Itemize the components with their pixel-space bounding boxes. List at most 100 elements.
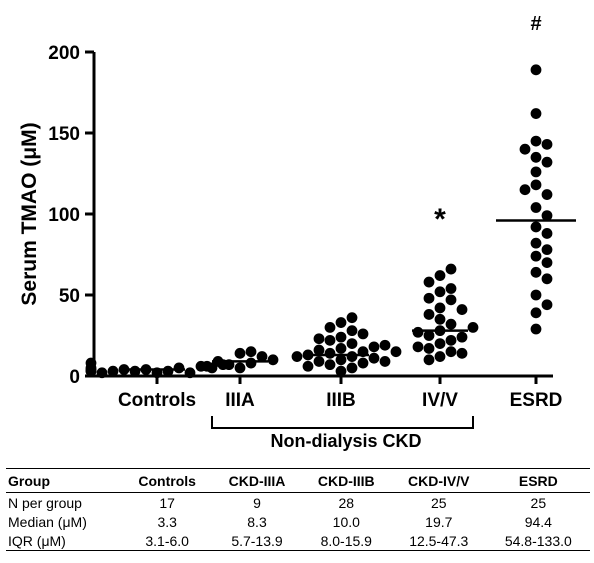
table-cell: 10.0	[332, 513, 360, 530]
data-point	[541, 257, 553, 268]
data-point	[357, 328, 369, 340]
data-point	[324, 334, 336, 346]
data-point	[335, 365, 347, 377]
data-point	[118, 364, 130, 375]
y-ticks: 0 50 100 150 200	[48, 43, 94, 388]
data-point	[519, 184, 531, 196]
data-point	[530, 64, 542, 76]
data-point	[467, 322, 479, 333]
data-point	[335, 331, 347, 343]
bracket-line	[211, 416, 474, 429]
data-point	[234, 347, 246, 359]
data-point	[313, 344, 325, 356]
data-point	[541, 273, 553, 285]
data-point	[245, 357, 257, 369]
x-category-label: IV/V	[422, 390, 458, 411]
data-point	[423, 343, 435, 354]
y-tick-label: 100	[48, 205, 80, 226]
data-point	[335, 343, 347, 354]
data-point	[445, 294, 457, 306]
data-point	[173, 362, 185, 374]
data-point	[346, 338, 358, 349]
table-cell: 94.4	[524, 513, 552, 530]
data-point	[530, 289, 542, 301]
data-point	[519, 143, 531, 155]
tmao-dot-plot: 0 50 100 150 200 Serum TMAO (μM) Controls III…	[18, 13, 576, 451]
data-point	[530, 166, 542, 178]
data-point	[412, 341, 424, 353]
significance-mark: *	[434, 203, 446, 236]
data-point	[530, 179, 542, 191]
data-point	[445, 263, 457, 275]
data-point	[313, 333, 325, 345]
table-cell: 25	[430, 494, 447, 511]
table-cell: 19.7	[425, 513, 453, 530]
data-point	[456, 304, 468, 315]
data-point	[324, 359, 336, 371]
y-tick-label: 0	[69, 367, 80, 388]
table-cell: 54.8-133.0	[486, 531, 590, 551]
data-point	[324, 322, 336, 333]
table-cell: 8.3	[247, 513, 267, 530]
significance-marks: *#	[434, 13, 541, 236]
data-point	[541, 138, 553, 150]
data-point	[324, 347, 336, 359]
data-point	[434, 302, 446, 314]
data-point	[530, 323, 542, 335]
data-point	[346, 362, 358, 374]
data-point	[129, 365, 141, 377]
data-point	[434, 313, 446, 325]
data-point	[267, 354, 279, 366]
table-cell: 17	[159, 494, 175, 511]
table-row: IQR (μM) 3.1-6.0 5.7-13.9 8.0-15.9 12.5-…	[6, 531, 590, 551]
data-point	[346, 351, 358, 362]
data-point	[423, 330, 435, 341]
table-cell: 3.3	[157, 513, 177, 530]
data-point	[530, 151, 542, 163]
data-point	[368, 352, 380, 364]
data-point	[445, 334, 457, 346]
table-header-row: Group Controls CKD-IIIA CKD-IIIB CKD-IV/…	[6, 468, 590, 493]
table-header-cell: CKD-IIIB	[301, 468, 391, 493]
data-point	[445, 283, 457, 294]
table-cell: Median (μM)	[8, 513, 87, 530]
x-category-label: Controls	[118, 390, 196, 411]
data-point	[423, 276, 435, 288]
data-point	[256, 351, 268, 362]
table-cell: 28	[338, 494, 355, 511]
table-header-cell: CKD-IV/V	[390, 468, 487, 493]
data-point	[541, 228, 553, 239]
data-point	[541, 244, 553, 256]
table-cell: 8.0-15.9	[301, 531, 391, 551]
non-dialysis-ckd-bracket: Non-dialysis CKD	[211, 416, 474, 451]
data-point	[346, 312, 358, 324]
table-header-cell: ESRD	[486, 468, 590, 493]
significance-mark: #	[530, 13, 541, 35]
summary-table: Group Controls CKD-IIIA CKD-IIIB CKD-IV/…	[6, 468, 590, 551]
data-point	[541, 299, 553, 311]
x-category-label: IIIA	[225, 390, 255, 411]
data-point	[530, 221, 542, 233]
data-point	[85, 365, 97, 377]
data-point	[530, 135, 542, 147]
data-point	[302, 360, 314, 372]
data-point	[445, 318, 457, 330]
data-point	[379, 339, 391, 351]
y-tick-label: 150	[48, 124, 80, 145]
data-point	[530, 307, 542, 319]
y-tick-label: 50	[59, 286, 80, 307]
table-cell: N per group	[8, 494, 82, 511]
data-point	[234, 362, 246, 374]
data-point	[434, 270, 446, 281]
data-point	[530, 237, 542, 249]
data-point	[390, 346, 402, 358]
y-axis-title: Serum TMAO (μM)	[18, 122, 41, 305]
data-point	[541, 189, 553, 200]
data-point	[96, 367, 108, 379]
table-header-cell: Group	[6, 468, 122, 493]
data-point	[434, 286, 446, 298]
data-point	[107, 365, 119, 377]
data-points	[85, 64, 553, 379]
y-tick-label: 200	[48, 43, 80, 64]
data-point	[530, 250, 542, 262]
